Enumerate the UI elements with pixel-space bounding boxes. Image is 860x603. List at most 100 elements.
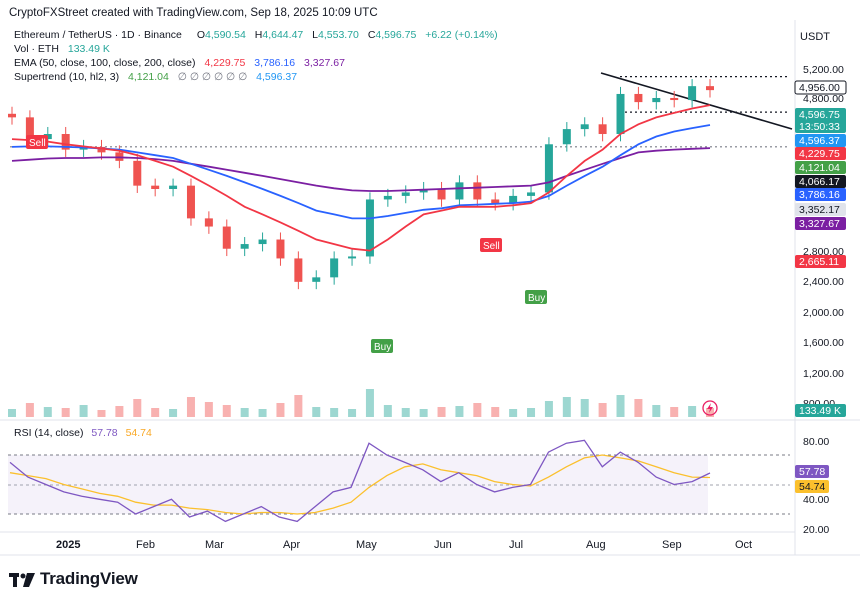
high-value: 4,644.47 [262,29,304,41]
volume-bar [688,406,697,417]
change-value: +6.22 (+0.14%) [425,29,498,41]
time-tick: May [356,539,377,551]
candle-body [688,86,697,101]
supertrend-value: 4,121.04 [127,71,169,83]
low-value: 4,553.70 [318,29,359,41]
ema-legend-row: EMA (50, close, 100, close, 200, close) … [14,57,345,69]
time-tick: Jul [509,539,523,551]
rsi-tick: 40.00 [803,494,829,506]
candle-body [670,97,679,101]
time-tick: Oct [735,539,752,551]
volume-bar [294,395,303,417]
ema-label[interactable]: EMA (50, close, 100, close, 200, close) [14,57,196,69]
volume-bar [527,408,536,417]
rsi-ma-line [9,454,711,515]
tag-support-line: 4,066.17 [795,175,846,188]
tradingview-logo[interactable]: TradingView [9,569,138,589]
volume-bar [79,405,88,417]
candle-body [527,192,536,196]
volume-value: 133.49 K [67,43,110,55]
lightning-icon[interactable] [702,400,718,416]
tag-high-line: 4,956.00 [794,80,847,95]
volume-label[interactable]: Vol · ETH [14,43,59,55]
volume-bar [706,408,714,417]
candle-body [186,185,195,219]
price-tick: 5,200.00 [803,64,844,76]
currency-label[interactable]: USDT [800,31,830,43]
volume-bar [383,405,392,417]
signal-sell-1[interactable]: Sell [26,135,48,149]
volume-bar [276,403,285,417]
volume-bar [562,397,571,417]
candle-body [706,86,714,91]
tag-dotted-level: 3,352.17 [795,203,846,216]
volume-bar [133,399,142,417]
candle-body [652,97,661,103]
time-tick-year: 2025 [56,539,80,551]
svg-text:4,066.17: 4,066.17 [799,176,840,188]
candle-body [598,124,607,135]
svg-text:57.78: 57.78 [799,466,825,478]
volume-bar [419,409,428,417]
candle-body [258,239,267,245]
candle-body [365,199,374,257]
volume-bar [634,399,643,417]
signal-buy-1[interactable]: Buy [371,339,393,353]
candle-body [97,146,106,153]
tag-ema200: 3,327.67 [795,217,846,230]
candle-body [509,195,518,204]
candle-body [491,199,500,204]
candle-body [25,117,34,140]
time-tick: Apr [283,539,300,551]
rsi-value: 57.78 [91,427,118,439]
volume-bar [312,407,321,417]
svg-text:4,596.75: 4,596.75 [799,109,840,121]
rsi-tick: 20.00 [803,524,829,536]
candle-body [455,182,464,200]
volume-bar [491,407,500,417]
volume-bar [473,403,482,417]
svg-text:3,786.16: 3,786.16 [799,189,840,201]
price-tick: 1,200.00 [803,368,844,380]
svg-text:4,956.00: 4,956.00 [799,82,840,94]
volume-bar [509,409,518,417]
tag-supertrend-upper: 4,596.37 [795,134,846,147]
volume-bar [204,402,213,417]
close-label: C [367,29,376,41]
candle-body [61,134,70,150]
volume-bar [8,409,16,417]
rsi-label[interactable]: RSI (14, close) [14,427,84,439]
volume-bar [151,408,160,417]
signal-buy-2[interactable]: Buy [525,290,547,304]
tag-supertrend: 4,121.04 [795,161,846,174]
volume-bar [330,408,339,417]
price-tick: 1,600.00 [803,337,844,349]
price-tags: 4,956.00 4,596.75 13:50:33 4,596.37 4,22… [794,80,847,493]
tradingview-wordmark: TradingView [40,569,138,588]
candle-body [151,185,160,190]
volume-bar [580,399,589,417]
rsi-ma-value: 54.74 [125,427,152,439]
supertrend-label[interactable]: Supertrend (10, hl2, 3) [14,71,120,83]
symbol-name[interactable]: Ethereum / TetherUS · 1D · Binance [14,29,182,41]
volume-bar [61,408,70,417]
candle-body [169,185,178,190]
signal-sell-2[interactable]: Sell [480,238,502,252]
volume-bar [186,397,195,417]
svg-text:Sell: Sell [483,241,500,252]
time-axis[interactable]: 2025 Feb Mar Apr May Jun Jul Aug Sep Oct [56,539,752,551]
svg-text:4,121.04: 4,121.04 [799,162,840,174]
tag-volume: 133.49 K [795,404,846,417]
candle-body [616,93,625,135]
time-tick: Aug [586,539,606,551]
tag-rsi: 57.78 [795,465,829,478]
chart-credit: CryptoFXStreet created with TradingView.… [9,7,378,19]
candle-body [276,239,285,259]
ema200-line [11,147,711,192]
volume-bar [544,401,553,417]
tradingview-logo-icon [9,572,35,587]
high-label: H [254,29,263,41]
volume-bar [348,409,357,417]
candle-body [133,160,142,186]
